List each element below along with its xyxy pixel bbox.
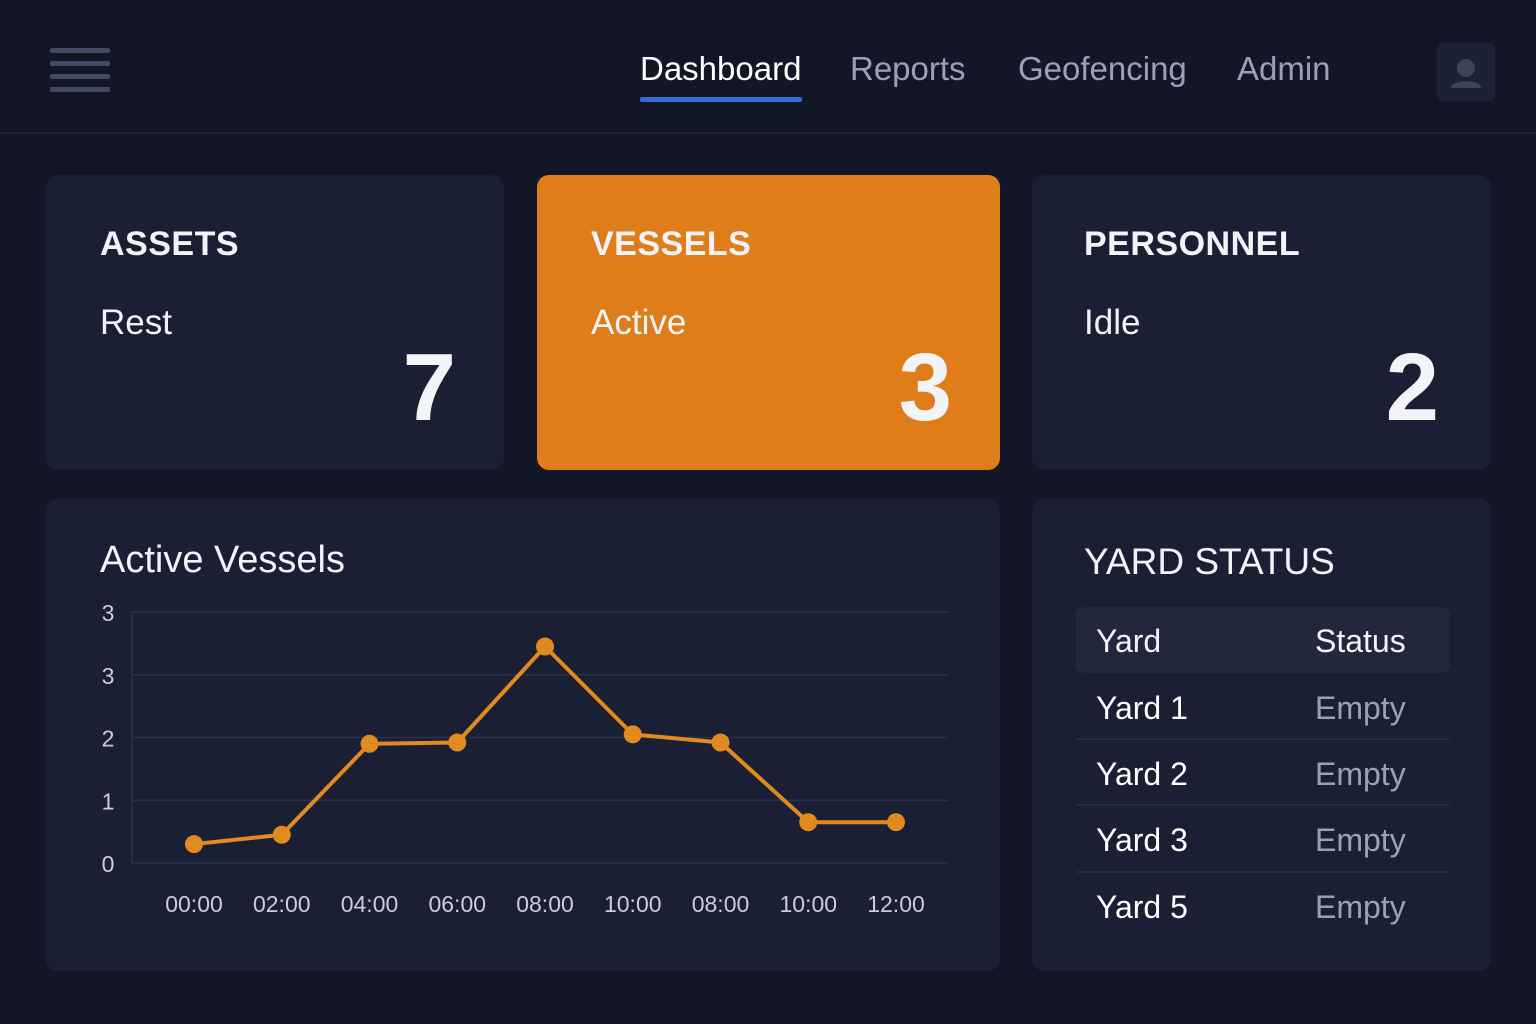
data-point <box>272 825 291 844</box>
status-column-header: Status <box>1315 623 1406 659</box>
x-tick-label: 12:00 <box>867 891 925 917</box>
row-divider <box>1076 804 1450 806</box>
data-point <box>711 733 730 752</box>
nav-item-reports[interactable]: Reports <box>850 50 966 87</box>
hamburger-icon[interactable] <box>50 46 110 94</box>
assets-card-value: 7 <box>402 334 456 441</box>
nav-active-underline <box>640 97 802 102</box>
y-tick-label: 2 <box>102 726 115 752</box>
data-point <box>536 637 554 656</box>
data-point <box>360 734 379 753</box>
yard-column-header: Yard <box>1096 623 1162 659</box>
assets-card-title: ASSETS <box>100 225 240 263</box>
active-vessels-panel: Active Vessels 0 1 2 3 3 00:00 02:00 04:00 06:00… <box>46 499 1000 971</box>
data-point <box>185 835 203 854</box>
x-tick-label: 08:00 <box>516 891 574 917</box>
personnel-card-value: 2 <box>1385 334 1439 441</box>
yard-name: Yard 3 <box>1096 822 1188 858</box>
active-vessels-chart: 0 1 2 3 3 00:00 02:00 04:00 06:00 08:00 10:00 08:00… <box>102 600 948 917</box>
x-tick-label: 02:00 <box>253 891 311 917</box>
personnel-card-title: PERSONNEL <box>1084 225 1301 263</box>
data-point <box>799 813 818 832</box>
yard-status-value: Empty <box>1315 822 1406 858</box>
yard-status-title: YARD STATUS <box>1084 541 1335 582</box>
y-tick-label: 0 <box>102 851 115 877</box>
user-avatar-icon <box>1451 59 1481 88</box>
data-point <box>623 725 642 744</box>
yard-status-panel: YARD STATUS Yard Status Yard 1 Empty Yar… <box>1032 499 1491 971</box>
x-tick-label: 04:00 <box>341 891 399 917</box>
assets-card-subtitle: Rest <box>100 303 172 342</box>
yard-table-header <box>1076 607 1450 673</box>
yard-name: Yard 2 <box>1096 756 1188 792</box>
series-line <box>193 644 896 847</box>
vessels-card-title: VESSELS <box>591 225 752 263</box>
personnel-card-subtitle: Idle <box>1084 303 1141 342</box>
yard-status-value: Empty <box>1315 889 1406 925</box>
nav-item-admin[interactable]: Admin <box>1237 50 1331 87</box>
yard-name: Yard 1 <box>1096 690 1188 726</box>
x-tick-label: 10:00 <box>604 891 662 917</box>
nav-item-geofencing[interactable]: Geofencing <box>1018 50 1187 87</box>
y-tick-label: 1 <box>102 788 115 814</box>
yard-status-value: Empty <box>1315 756 1406 792</box>
row-divider <box>1076 871 1450 873</box>
vessels-card-value: 3 <box>898 334 952 441</box>
y-tick-label: 3 <box>102 600 115 626</box>
chart-title: Active Vessels <box>100 539 345 581</box>
y-tick-label: 3 <box>102 663 115 689</box>
x-tick-label: 06:00 <box>428 891 486 917</box>
user-avatar-button[interactable] <box>1437 43 1495 101</box>
data-point <box>448 733 467 752</box>
vessels-card-subtitle: Active <box>591 303 687 342</box>
vessels-card[interactable]: VESSELS Active 3 <box>537 175 1000 470</box>
data-point <box>887 813 905 832</box>
x-tick-label: 10:00 <box>779 891 837 917</box>
personnel-card[interactable]: PERSONNEL Idle 2 <box>1032 175 1491 470</box>
nav-item-dashboard[interactable]: Dashboard <box>640 50 802 87</box>
x-tick-label: 00:00 <box>165 891 223 917</box>
top-navigation-bar: Dashboard Reports Geofencing Admin <box>0 0 1536 134</box>
yard-status-value: Empty <box>1315 690 1406 726</box>
x-tick-label: 08:00 <box>692 891 750 917</box>
row-divider <box>1076 738 1450 740</box>
yard-name: Yard 5 <box>1096 889 1188 925</box>
assets-card[interactable]: ASSETS Rest 7 <box>46 175 504 470</box>
